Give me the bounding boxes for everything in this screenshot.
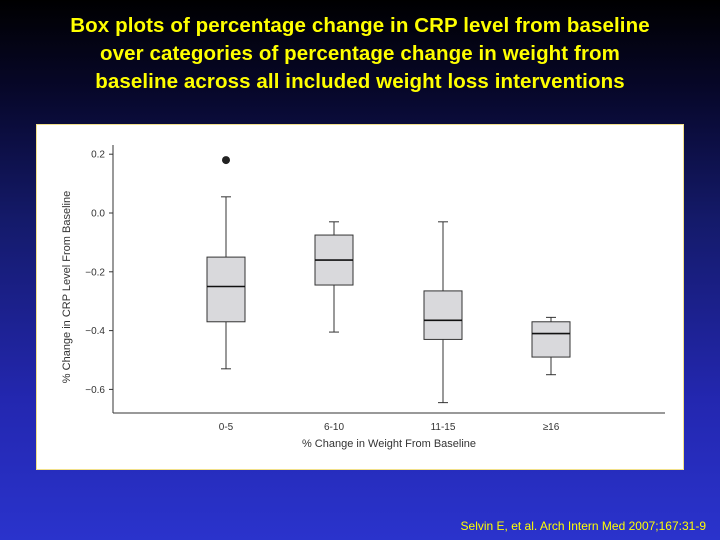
outlier-point (222, 156, 230, 165)
x-tick-label: ≥16 (543, 422, 560, 433)
citation: Selvin E, et al. Arch Intern Med 2007;16… (460, 519, 706, 533)
x-tick-label: 0-5 (219, 422, 234, 433)
slide-title-line-3: baseline across all included weight loss… (95, 70, 625, 93)
y-tick-label: −0.6 (85, 385, 105, 396)
iqr-box (531, 321, 571, 358)
x-tick-label: 11-15 (431, 422, 456, 433)
x-axis-title: % Change in Weight From Baseline (302, 438, 476, 450)
x-tick-label: 6-10 (324, 422, 344, 433)
chart-marks (206, 156, 571, 404)
y-tick-label: −0.4 (85, 326, 105, 337)
chart-panel: 0.2 0.0 −0.2 −0.4 −0.6 0-5 6-10 11-15 ≥16 % Chan… (36, 124, 684, 470)
box-plot-4 (531, 316, 571, 376)
box-plot-1 (206, 156, 246, 370)
y-tick-label: −0.2 (85, 267, 105, 278)
slide-title: Box plots of percentage change in CRP le… (0, 12, 720, 96)
slide-title-line-2: over categories of percentage change in … (99, 42, 620, 65)
y-tick-label: 0.0 (91, 209, 105, 220)
slide-title-line-1: Box plots of percentage change in CRP le… (70, 14, 650, 37)
box-plot-chart: 0.2 0.0 −0.2 −0.4 −0.6 0-5 6-10 11-15 ≥16 % Chan… (61, 145, 665, 450)
box-plot-3 (423, 221, 463, 404)
iqr-box (206, 256, 246, 323)
iqr-box (423, 290, 463, 340)
y-tick-label: 0.2 (91, 150, 105, 161)
chart-axes: 0.2 0.0 −0.2 −0.4 −0.6 0-5 6-10 11-15 ≥16 (85, 145, 665, 433)
y-axis-title: % Change in CRP Level From Baseline (61, 191, 73, 383)
box-plot-2 (314, 221, 354, 333)
